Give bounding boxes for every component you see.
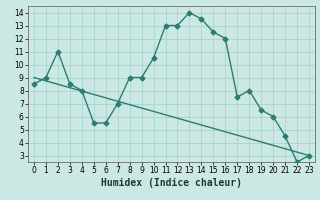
X-axis label: Humidex (Indice chaleur): Humidex (Indice chaleur): [101, 178, 242, 188]
